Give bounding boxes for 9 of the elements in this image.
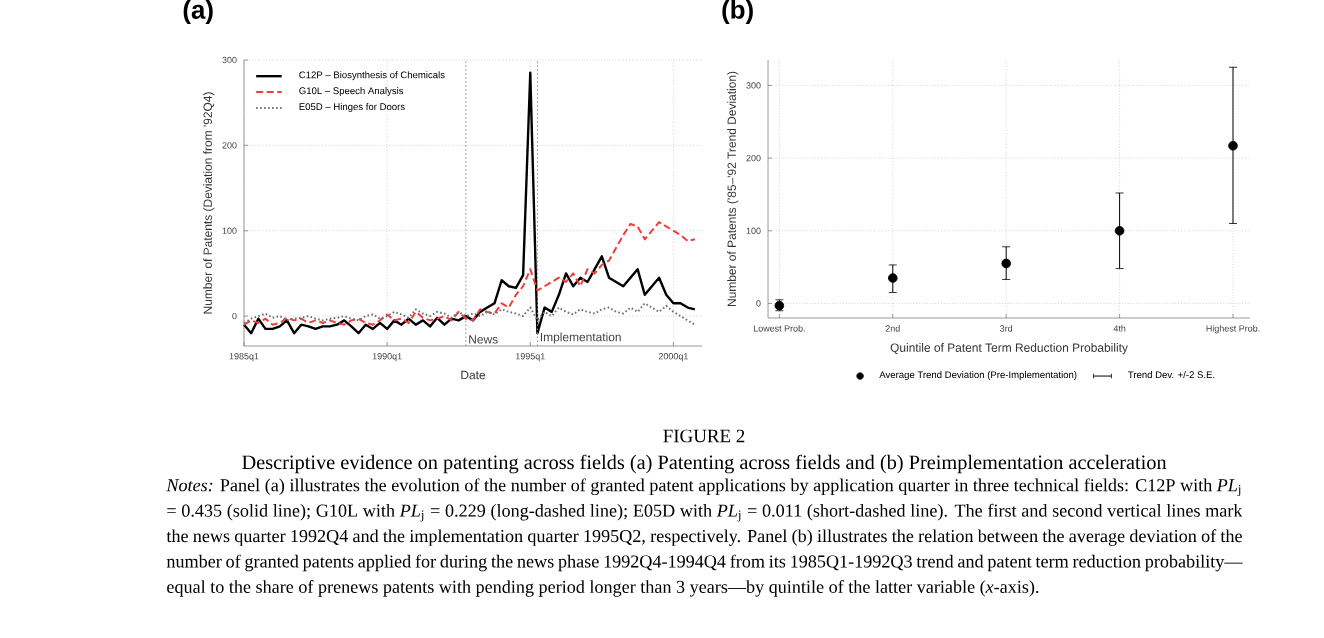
point	[1228, 140, 1238, 151]
point	[1114, 226, 1125, 236]
text: Notes: Panel (a) illustrates the evolution of the number of granted patent applications by application quarter in three technical fields: C12P with PL$_{j}$ = 0.435 (solid line); G10L with PL$_{j}$ = 0.229 (long-dashed line); E05D with PL$_{j}$ = 0.011 (short-dashed line). The first and second vertical lines mark the news quarter 1992Q4 and the implementation quarter 1995Q2, respectively. Panel (b) illustrates the relation between the average deviation of the number of granted patents applied for during the news phase 1992Q4-1994Q4 from its 1985Q1-1992Q3 trend and patent term reduction probability—equal to the share of prenews patents with pending period longer than 3 years—by quintile of the latter variable (x-axis).	[166, 478, 1243, 597]
point	[887, 273, 898, 283]
chart-title: (a)	[183, 0, 213, 25]
chart-title: (b)	[722, 0, 753, 24]
caption: FIGURE 2	[663, 429, 745, 443]
point	[1001, 258, 1011, 269]
text: Descriptive evidence on patenting across fields (a) Patenting across fields and (b) Preimplementation acceleration	[242, 454, 1167, 474]
